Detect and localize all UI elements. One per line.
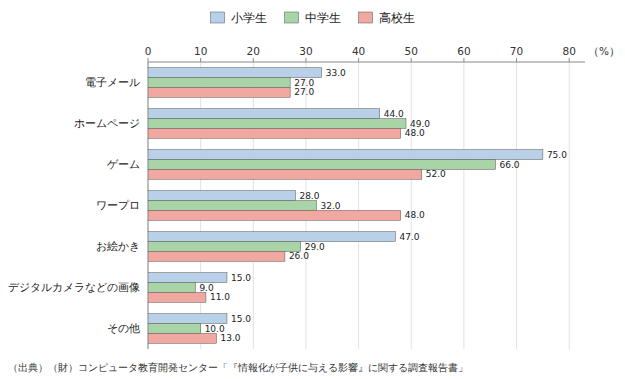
legend: 小学生 中学生 高校生 bbox=[211, 11, 415, 25]
data-label: 15.0 bbox=[231, 273, 251, 283]
data-label: 10.0 bbox=[205, 324, 225, 334]
category-label: デジタルカメラなどの画像 bbox=[8, 281, 140, 294]
legend-swatch bbox=[285, 12, 299, 23]
data-label: 27.0 bbox=[294, 87, 314, 97]
bar bbox=[148, 283, 195, 293]
bar bbox=[148, 232, 395, 242]
x-tick bbox=[358, 58, 359, 62]
x-tick bbox=[569, 58, 570, 62]
bar bbox=[148, 150, 543, 160]
data-label: 75.0 bbox=[547, 150, 567, 160]
bar bbox=[148, 119, 406, 129]
data-label: 47.0 bbox=[399, 232, 419, 242]
bar bbox=[148, 273, 227, 283]
x-tick-label: 20 bbox=[247, 45, 260, 57]
x-tick-label: 0 bbox=[145, 45, 152, 57]
x-tick-label: 80 bbox=[563, 45, 576, 57]
plot-area bbox=[148, 62, 585, 349]
data-label: 28.0 bbox=[299, 191, 319, 201]
category-label: お絵かき bbox=[96, 240, 140, 253]
data-label: 26.0 bbox=[289, 251, 309, 261]
grid-line bbox=[411, 62, 412, 349]
x-tick-label: 50 bbox=[405, 45, 418, 57]
bar bbox=[148, 333, 216, 343]
data-labels: 33.0 44.0 75.0 28.0 47.0 15.0 15.0 27.0 49.0 66.0… bbox=[199, 68, 567, 344]
bar bbox=[148, 210, 401, 220]
data-label: 33.0 bbox=[326, 68, 346, 78]
x-tick-label: 70 bbox=[510, 45, 523, 57]
category-label: ゲーム bbox=[107, 158, 140, 171]
data-label: 44.0 bbox=[384, 109, 404, 119]
data-label: 48.0 bbox=[405, 128, 425, 138]
bar bbox=[148, 78, 290, 88]
x-tick bbox=[148, 58, 149, 62]
legend-label: 中学生 bbox=[305, 11, 341, 25]
category-label: ワープロ bbox=[96, 199, 140, 212]
bar bbox=[148, 201, 316, 211]
data-label: 27.0 bbox=[294, 78, 314, 88]
data-label: 11.0 bbox=[210, 292, 230, 302]
legend-label: 高校生 bbox=[379, 11, 415, 25]
x-tick-label: 60 bbox=[457, 45, 470, 57]
bar bbox=[148, 160, 495, 170]
bar bbox=[148, 191, 295, 201]
category-label: 電子メール bbox=[85, 76, 140, 89]
x-tick bbox=[411, 58, 412, 62]
bar bbox=[148, 109, 380, 119]
bar bbox=[148, 251, 285, 261]
bar bbox=[148, 68, 322, 78]
legend-label: 小学生 bbox=[231, 11, 267, 25]
x-axis-line bbox=[148, 62, 585, 63]
data-label: 49.0 bbox=[410, 119, 430, 129]
x-tick-label: 40 bbox=[352, 45, 365, 57]
x-tick bbox=[305, 58, 306, 62]
legend-swatch bbox=[211, 12, 225, 23]
bar bbox=[148, 314, 227, 324]
bars bbox=[148, 68, 543, 344]
x-tick bbox=[463, 58, 464, 62]
x-tick bbox=[516, 58, 517, 62]
bar bbox=[148, 128, 401, 138]
grid-line bbox=[358, 62, 359, 349]
grid-line bbox=[463, 62, 464, 349]
legend-swatch bbox=[359, 12, 373, 23]
category-label: その他 bbox=[107, 322, 140, 335]
grid-line bbox=[516, 62, 517, 349]
data-label: 13.0 bbox=[220, 333, 240, 343]
data-label: 66.0 bbox=[499, 160, 519, 170]
data-label: 15.0 bbox=[231, 314, 251, 324]
chart: 0 10 20 30 40 50 60 70 80 （%） 電子メールホームページゲームワープロお絵… bbox=[0, 0, 625, 379]
data-label: 9.0 bbox=[199, 283, 214, 293]
bar bbox=[148, 324, 201, 334]
x-tick bbox=[253, 58, 254, 62]
data-label: 29.0 bbox=[305, 242, 325, 252]
data-label: 48.0 bbox=[405, 210, 425, 220]
bar bbox=[148, 169, 422, 179]
bar bbox=[148, 87, 290, 97]
bar bbox=[148, 292, 206, 302]
data-label: 32.0 bbox=[320, 201, 340, 211]
caption: （出典）（財）コンピュータ教育開発センター「『情報化が子供に与える影響』に関する… bbox=[8, 362, 468, 373]
grid-line bbox=[569, 62, 570, 349]
x-axis-label: （%） bbox=[588, 45, 620, 57]
data-label: 52.0 bbox=[426, 169, 446, 179]
bar bbox=[148, 242, 301, 252]
x-tick-label: 30 bbox=[299, 45, 312, 57]
x-tick bbox=[200, 58, 201, 62]
x-tick-label: 10 bbox=[194, 45, 207, 57]
category-label: ホームページ bbox=[74, 117, 140, 130]
